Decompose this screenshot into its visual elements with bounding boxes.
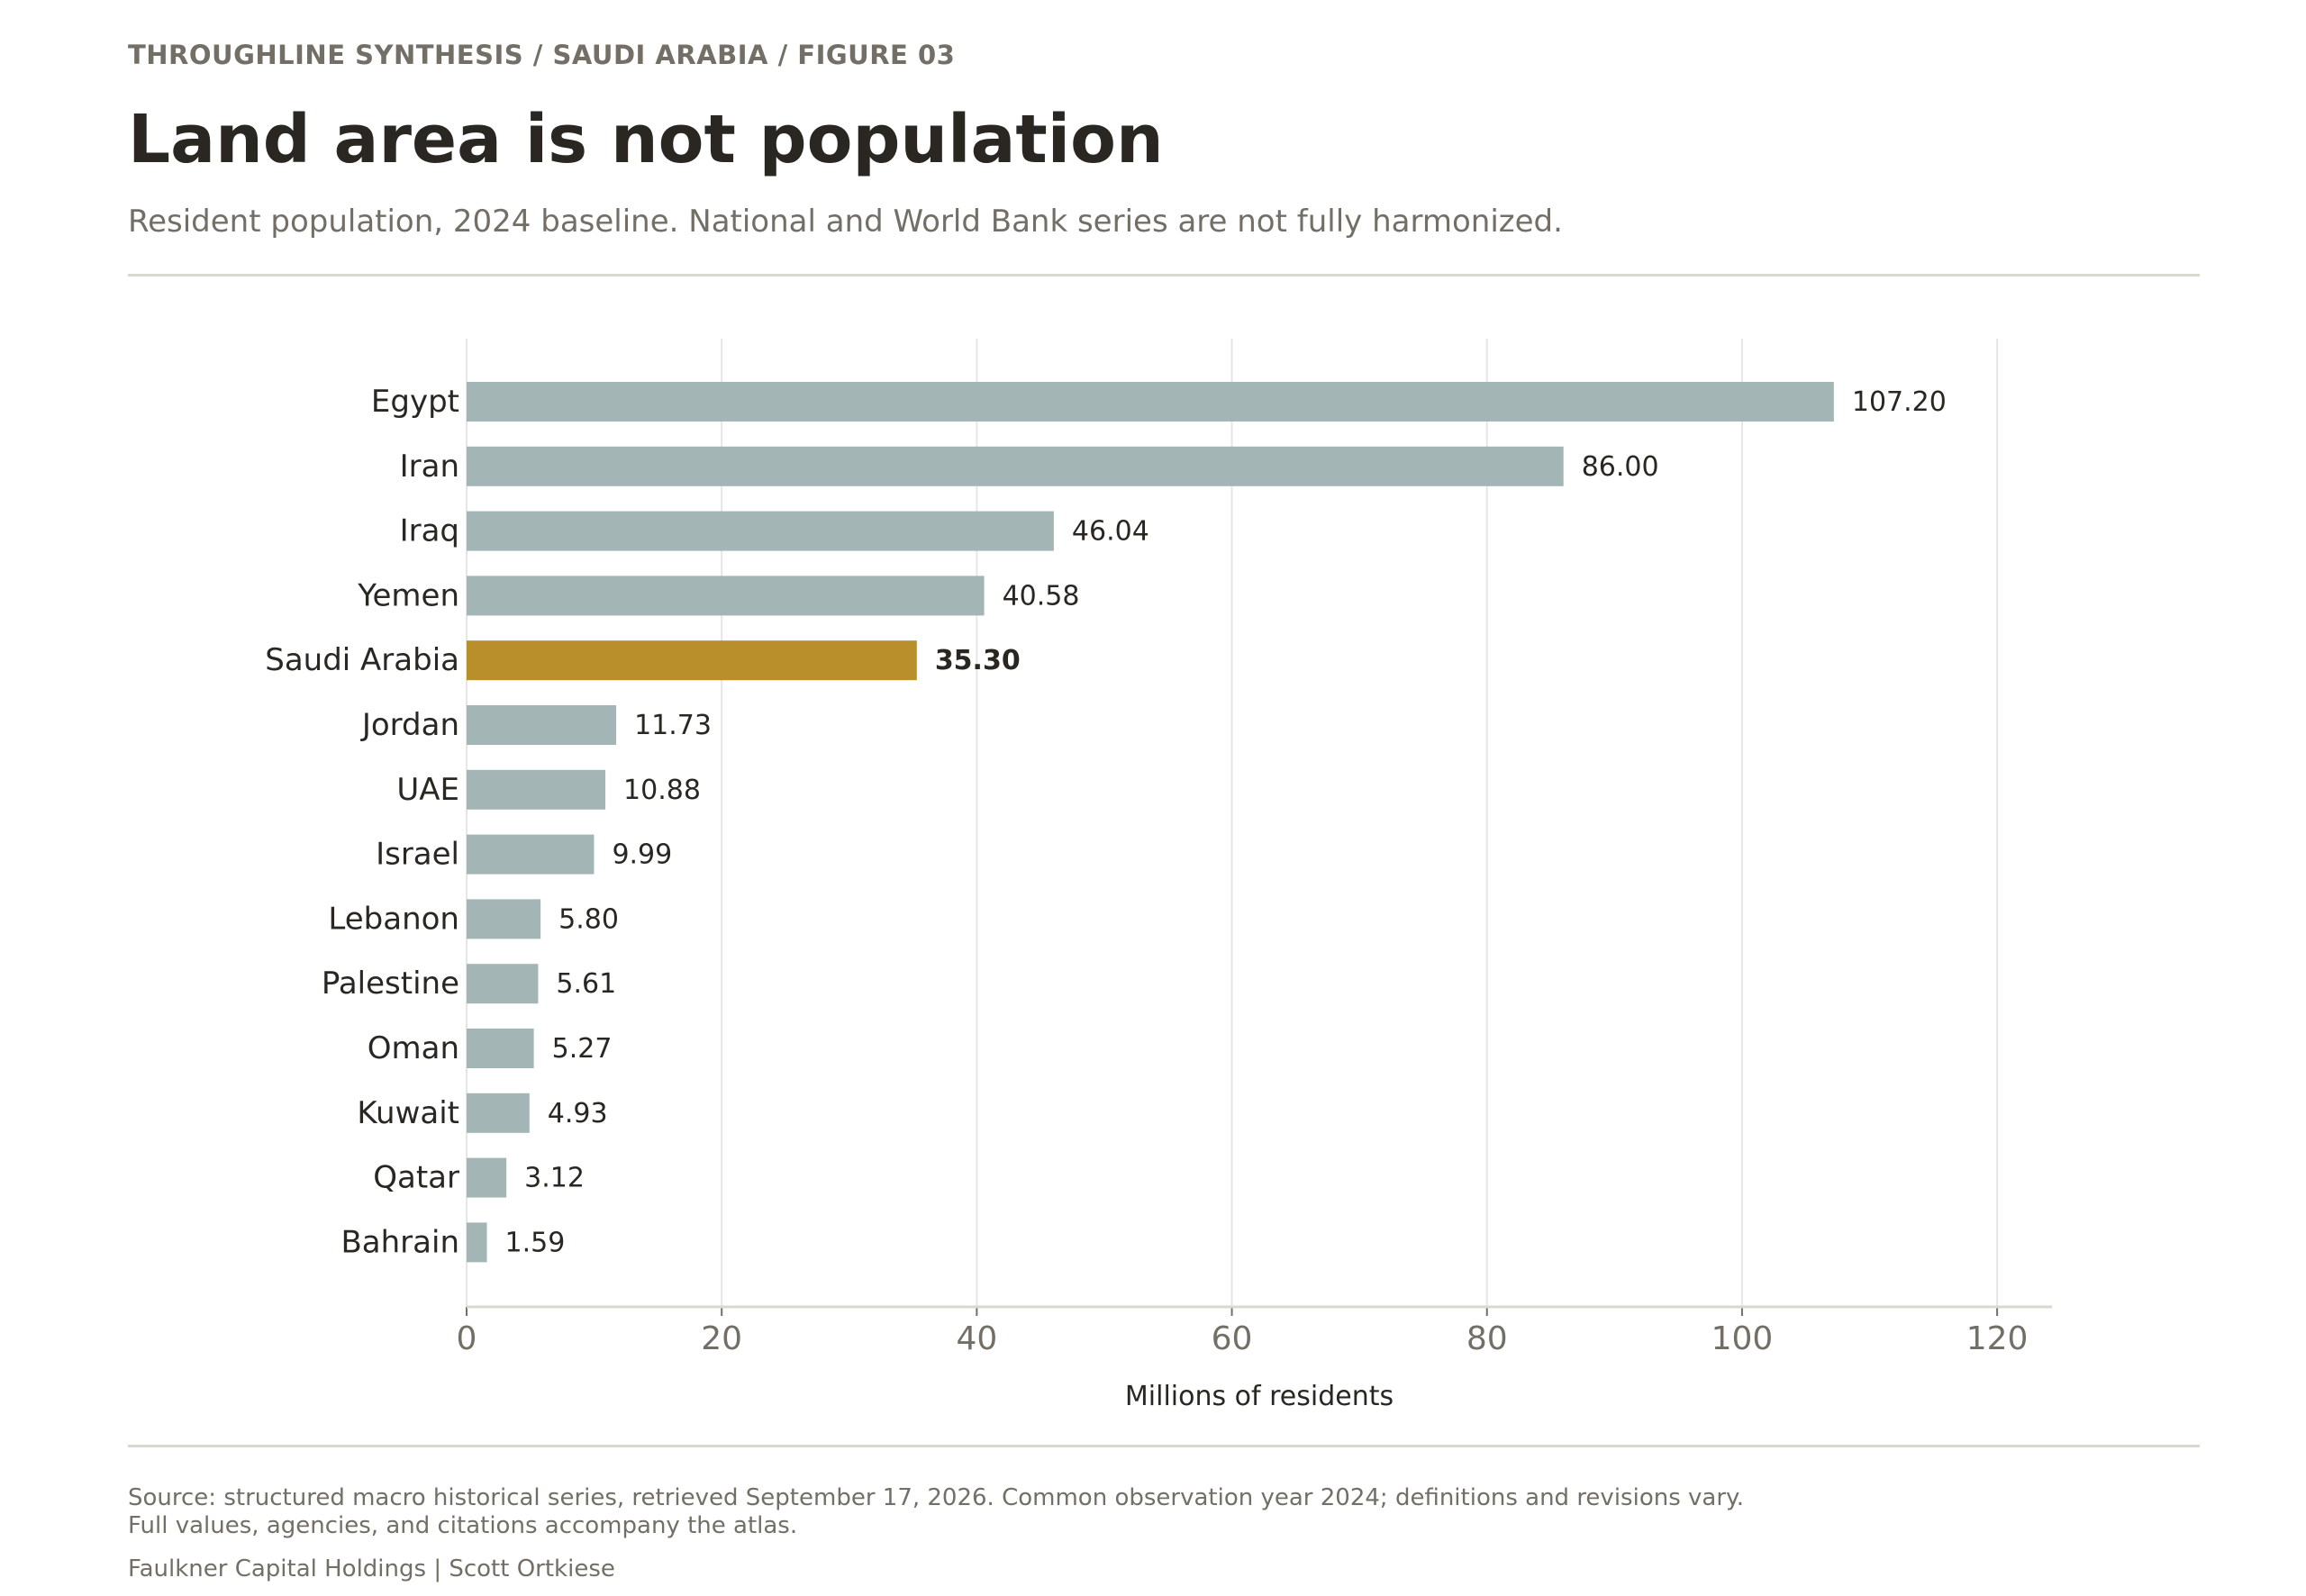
bar [467, 382, 1834, 422]
source-line-1: Source: structured macro historical seri… [128, 1484, 1744, 1511]
bar-highlight [467, 640, 917, 681]
population-bar-chart: Egypt Iran Iraq Yemen Saudi Arabia Jordan UAE I… [265, 339, 2052, 1412]
bar [467, 1029, 534, 1068]
category-label: Iran [400, 449, 459, 485]
value-labels: 107.20 86.00 46.04 40.58 35.30 11.73 10.88 9.99… [505, 386, 1947, 1258]
x-axis: 0 20 40 60 80 100 120 [457, 1305, 2052, 1357]
bar [467, 964, 539, 1004]
category-label: UAE [396, 772, 459, 808]
bar [467, 446, 1564, 486]
x-tick-label: 40 [956, 1320, 997, 1357]
value-label: 46.04 [1072, 516, 1149, 548]
value-label: 5.80 [558, 903, 619, 935]
category-label: Kuwait [357, 1095, 459, 1131]
category-label: Yemen [357, 577, 459, 613]
category-labels: Egypt Iran Iraq Yemen Saudi Arabia Jordan UAE I… [265, 384, 459, 1260]
bar [467, 511, 1054, 551]
category-label: Israel [376, 837, 459, 873]
bar [467, 705, 617, 745]
category-label: Qatar [373, 1160, 459, 1196]
category-label: Oman [368, 1030, 459, 1066]
value-label: 10.88 [623, 775, 701, 806]
value-label: 107.20 [1852, 386, 1947, 418]
figure-kicker: THROUGHLINE SYNTHESIS / SAUDI ARABIA / F… [128, 40, 956, 70]
x-tick-label: 120 [1966, 1320, 2029, 1357]
value-label: 5.27 [552, 1033, 613, 1065]
category-label: Lebanon [328, 901, 459, 937]
bar [467, 1157, 507, 1198]
value-label: 5.61 [556, 968, 616, 1000]
category-label: Palestine [322, 966, 459, 1002]
category-label: Jordan [360, 707, 459, 743]
bar [467, 899, 541, 939]
footer-divider [128, 1445, 2200, 1447]
chart-title: Land area is not population [128, 101, 1164, 178]
chart-subtitle: Resident population, 2024 baseline. Nati… [128, 204, 1563, 240]
source-note: Source: structured macro historical seri… [128, 1484, 1744, 1540]
bar [467, 834, 595, 875]
category-label: Saudi Arabia [265, 642, 459, 678]
value-label: 1.59 [505, 1227, 566, 1258]
value-label: 11.73 [634, 710, 712, 741]
source-line-2: Full values, agencies, and citations acc… [128, 1512, 798, 1539]
value-label: 86.00 [1582, 451, 1659, 483]
value-label: 35.30 [935, 645, 1021, 676]
value-label: 9.99 [612, 839, 672, 871]
bar [467, 576, 985, 616]
x-tick-label: 80 [1466, 1320, 1508, 1357]
x-tick-label: 100 [1711, 1320, 1774, 1357]
x-tick-label: 20 [701, 1320, 742, 1357]
value-label: 4.93 [548, 1098, 608, 1129]
category-label: Bahrain [340, 1224, 459, 1260]
header-divider [128, 274, 2200, 277]
category-label: Egypt [371, 384, 459, 420]
x-tick-label: 0 [457, 1320, 477, 1357]
bar [467, 1093, 530, 1133]
credit-line: Faulkner Capital Holdings | Scott Ortkie… [128, 1555, 615, 1582]
x-axis-title: Millions of residents [1125, 1381, 1394, 1412]
gridlines [466, 339, 1999, 1307]
bars [467, 382, 1834, 1263]
value-label: 40.58 [1003, 580, 1080, 612]
category-label: Iraq [400, 513, 459, 549]
x-tick-label: 60 [1212, 1320, 1253, 1357]
bar [467, 1222, 487, 1263]
value-label: 3.12 [524, 1163, 585, 1194]
bar [467, 769, 606, 810]
